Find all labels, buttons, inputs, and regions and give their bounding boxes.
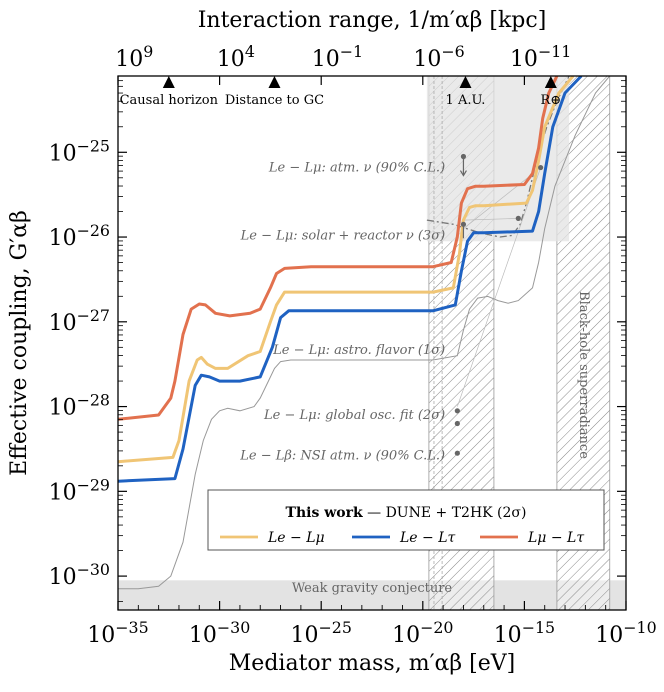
top-axis-label: Interaction range, 1/m′αβ [kpc] bbox=[198, 8, 547, 33]
marker-label-0: Le − Lμ: atm. ν (90% C.L.) bbox=[268, 161, 445, 176]
legend: This work — DUNE + T2HK (2σ) Le − Lμ Le … bbox=[207, 489, 605, 551]
superradiance-label: Black-hole superradiance bbox=[576, 291, 591, 459]
landmark-label-3: R⊕ bbox=[540, 93, 561, 108]
y-tick-label-4: 10−26 bbox=[49, 221, 110, 251]
marker-label-3: Le − Lμ: global osc. fit (2σ) bbox=[263, 408, 445, 423]
marker-arrowhead-0 bbox=[459, 170, 467, 177]
x-axis-label: Mediator mass, m′αβ [eV] bbox=[229, 651, 515, 676]
legend-label-etau: Le − Lτ bbox=[399, 530, 456, 546]
region-0 bbox=[118, 580, 626, 610]
marker-dot-1 bbox=[460, 221, 467, 227]
x-tick-label-4: 10−15 bbox=[494, 618, 555, 648]
landmark-label-2: 1 A.U. bbox=[446, 93, 486, 108]
y-tick-label-5: 10−25 bbox=[49, 136, 110, 166]
weak-gravity-label: Weak gravity conjecture bbox=[292, 581, 453, 596]
connector-1 bbox=[457, 167, 541, 407]
landmark-marker-3 bbox=[544, 76, 557, 88]
grey-curve-0 bbox=[118, 76, 611, 590]
marker-dot-2 bbox=[454, 420, 460, 427]
x-tick-label-1: 10−30 bbox=[189, 618, 250, 648]
plot-frame bbox=[117, 75, 627, 611]
landmark-label-1: Distance to GC bbox=[225, 93, 324, 108]
axes: 10−35 10−30 10−25 10−20 10−15 10−10 10−30 10−29… bbox=[49, 42, 657, 648]
legend-label-mutau: Lμ − Lτ bbox=[527, 530, 584, 546]
top-tick-label-1: 104 bbox=[217, 42, 255, 72]
x-tick-label-0: 10−35 bbox=[87, 618, 148, 648]
landmark-label-0: Causal horizon bbox=[120, 93, 219, 108]
marker-label-1: Le − Lμ: solar + reactor ν (3σ) bbox=[240, 228, 446, 243]
marker-dot-4 bbox=[454, 450, 460, 456]
top-tick-label-4: 10−11 bbox=[510, 42, 571, 72]
marker-label-4: Le − Lβ: NSI atm. ν (90% C.L.) bbox=[239, 449, 445, 464]
x-tick-label-3: 10−20 bbox=[392, 618, 453, 648]
y-tick-label-1: 10−29 bbox=[49, 475, 110, 505]
series-line-0 bbox=[118, 76, 575, 464]
y-tick-label-0: 10−30 bbox=[49, 560, 110, 590]
legend-label-emu: Le − Lμ bbox=[267, 530, 325, 546]
series-line-1 bbox=[118, 76, 583, 483]
marker-dot-5 bbox=[515, 215, 521, 221]
marker-dot-3 bbox=[454, 408, 460, 414]
marker-label-2: Le − Lμ: astro. flavor (1σ) bbox=[272, 343, 445, 358]
y-tick-label-3: 10−27 bbox=[49, 306, 110, 336]
landmark-marker-1 bbox=[268, 76, 281, 88]
top-tick-label-3: 10−6 bbox=[413, 42, 464, 72]
legend-title: This work — DUNE + T2HK (2σ) bbox=[286, 505, 527, 521]
y-tick-label-2: 10−28 bbox=[49, 391, 110, 421]
marker-dot-6 bbox=[538, 164, 544, 171]
top-tick-label-2: 10−1 bbox=[312, 42, 363, 72]
series-line-2 bbox=[118, 76, 559, 421]
top-tick-label-0: 109 bbox=[115, 42, 153, 72]
curves bbox=[118, 76, 611, 590]
markers: Le − Lμ: atm. ν (90% C.L.) Le − Lμ: solar… bbox=[239, 153, 544, 464]
connector-0 bbox=[463, 218, 519, 221]
x-tick-label-2: 10−25 bbox=[290, 618, 351, 648]
landmark-marker-2 bbox=[459, 76, 472, 88]
y-axis-label: Effective coupling, G′αβ bbox=[7, 210, 32, 476]
landmark-marker-0 bbox=[162, 76, 175, 88]
x-tick-label-5: 10−10 bbox=[595, 618, 656, 648]
legend-box bbox=[207, 489, 605, 551]
